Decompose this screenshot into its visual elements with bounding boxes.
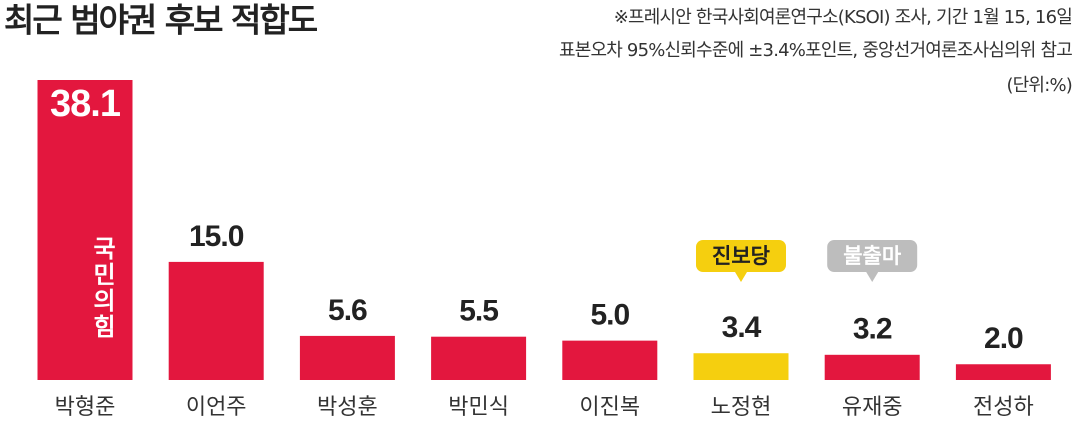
bar — [562, 340, 658, 380]
x-tick-label: 유재중 — [842, 395, 903, 420]
bar — [37, 80, 133, 380]
note: 표본오차 95%신뢰수준에 ±3.4%포인트, 중앙선거여론조사심의위 참고 — [559, 40, 1072, 61]
party-label: 국민의힘 — [88, 236, 116, 340]
chart-title: 최근 범야권 후보 적합도 — [4, 1, 318, 40]
x-tick-label: 전성하 — [973, 395, 1034, 420]
bar — [168, 261, 264, 380]
callout-box — [696, 240, 786, 272]
value-label: 2.0 — [984, 322, 1023, 355]
x-tick-label: 박형준 — [55, 395, 116, 420]
x-tick-label: 박민식 — [448, 395, 509, 420]
bar — [431, 336, 527, 380]
x-tick-label: 이언주 — [186, 395, 247, 420]
value-label: 5.0 — [590, 299, 629, 332]
value-label: 5.5 — [459, 295, 498, 328]
callout-pointer — [735, 272, 747, 282]
value-label: 38.1 — [50, 83, 121, 125]
callout-label: 불출마 — [843, 244, 902, 268]
value-label: 3.4 — [722, 311, 762, 344]
bar — [824, 354, 920, 380]
callout-pointer — [866, 272, 879, 282]
unit-note: (단위:%) — [1006, 75, 1072, 96]
note: ※프레시안 한국사회여론연구소(KSOI) 조사, 기간 1월 15, 16일 — [614, 7, 1072, 28]
value-label: 15.0 — [189, 220, 244, 253]
value-label: 5.6 — [328, 294, 367, 327]
bar — [299, 335, 395, 380]
x-tick-label: 박성훈 — [317, 395, 378, 420]
x-tick-label: 노정현 — [711, 395, 772, 420]
callout-box — [827, 240, 918, 272]
callout-label: 진보당 — [712, 244, 770, 268]
value-label: 3.2 — [853, 313, 892, 346]
bar — [955, 364, 1051, 380]
bar — [693, 353, 789, 380]
x-tick-label: 이진복 — [579, 395, 640, 420]
